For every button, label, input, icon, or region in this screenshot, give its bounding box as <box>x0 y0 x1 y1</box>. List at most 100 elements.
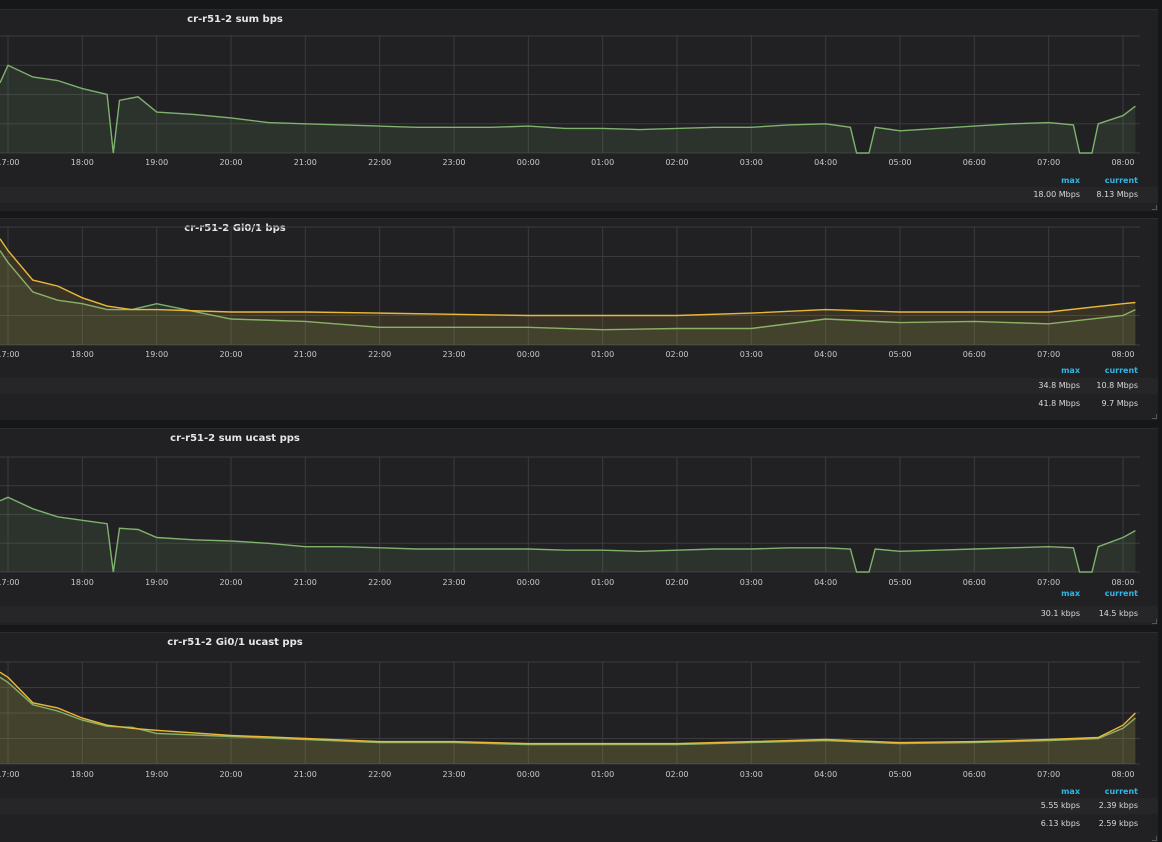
graph-area[interactable]: 17:00 18:00 19:00 20:00 21:00 22:00 23:00 00:00… <box>0 429 1158 594</box>
x-tick-label: 04:00 <box>814 350 837 359</box>
x-tick-label: 19:00 <box>145 158 168 167</box>
legend-max-value: 41.8 Mbps <box>1038 399 1080 408</box>
x-tick-label: 17:00 <box>0 770 20 779</box>
x-tick-label: 06:00 <box>963 770 986 779</box>
panel-gi01-bps: cr-r51-2 Gi0/1 bps 17:00 18:00 19:00 20:00 2… <box>0 218 1158 420</box>
x-tick-label: 05:00 <box>888 158 911 167</box>
x-tick-label: 22:00 <box>368 578 391 587</box>
legend-current-value: 9.7 Mbps <box>1101 399 1139 408</box>
legend-row[interactable]: 18.00 Mbps 8.13 Mbps <box>0 187 1158 203</box>
x-tick-label: 17:00 <box>0 158 20 167</box>
resize-handle-icon[interactable] <box>1152 205 1157 210</box>
x-tick-label: 18:00 <box>71 770 94 779</box>
series-line-yellow[interactable] <box>0 671 1136 745</box>
legend-header-max[interactable]: max <box>1061 589 1080 598</box>
series-line-green[interactable] <box>0 676 1136 746</box>
x-tick-label: 23:00 <box>442 350 465 359</box>
x-tick-label: 22:00 <box>368 770 391 779</box>
x-tick-label: 08:00 <box>1111 578 1134 587</box>
graph-area[interactable]: 17:00 18:00 19:00 20:00 21:00 22:00 23:00 00:00… <box>0 219 1158 369</box>
legend-current-value: 10.8 Mbps <box>1096 381 1138 390</box>
legend-header-max[interactable]: max <box>1061 787 1080 796</box>
legend-max-value: 30.1 kbps <box>1040 609 1080 618</box>
x-tick-label: 04:00 <box>814 578 837 587</box>
x-tick-label: 22:00 <box>368 158 391 167</box>
series-line-green[interactable] <box>0 250 1136 331</box>
x-tick-label: 23:00 <box>442 158 465 167</box>
x-tick-label: 01:00 <box>591 578 614 587</box>
panel-gi01-ucast-pps: cr-r51-2 Gi0/1 ucast pps 17:00 18:00 19:00… <box>0 632 1158 842</box>
x-tick-label: 03:00 <box>740 578 763 587</box>
legend-header-max[interactable]: max <box>1061 366 1080 375</box>
legend-current-value: 8.13 Mbps <box>1096 190 1138 199</box>
series-area-green <box>0 65 1136 153</box>
legend-header: max current <box>0 785 1158 799</box>
top-strip <box>0 0 1162 9</box>
legend-row[interactable]: 34.8 Mbps 10.8 Mbps <box>0 378 1158 394</box>
graph-area[interactable]: 17:00 18:00 19:00 20:00 21:00 22:00 23:00 00:00… <box>0 10 1158 180</box>
panel-title[interactable]: cr-r51-2 sum bps <box>187 14 283 25</box>
x-tick-label: 18:00 <box>71 578 94 587</box>
x-tick-label: 21:00 <box>294 158 317 167</box>
series-line-green[interactable] <box>0 64 1136 154</box>
x-tick-label: 20:00 <box>219 158 242 167</box>
panel-sum-bps: cr-r51-2 sum bps 17:00 18:00 19:00 20:00 21:… <box>0 9 1158 211</box>
x-tick-label: 00:00 <box>517 770 540 779</box>
x-tick-label: 19:00 <box>145 578 168 587</box>
legend-header: max current <box>0 174 1158 188</box>
legend-max-value: 34.8 Mbps <box>1038 381 1080 390</box>
x-tick-label: 01:00 <box>591 350 614 359</box>
x-tick-label: 02:00 <box>665 158 688 167</box>
x-tick-label: 04:00 <box>814 770 837 779</box>
resize-handle-icon[interactable] <box>1152 414 1157 419</box>
x-tick-label: 21:00 <box>294 770 317 779</box>
x-tick-label: 23:00 <box>442 578 465 587</box>
x-tick-label: 23:00 <box>442 770 465 779</box>
x-tick-label: 00:00 <box>517 350 540 359</box>
legend-row[interactable]: 41.8 Mbps 9.7 Mbps <box>0 396 1158 412</box>
x-tick-label: 01:00 <box>591 770 614 779</box>
legend-header-current[interactable]: current <box>1104 176 1138 185</box>
x-tick-label: 02:00 <box>665 770 688 779</box>
x-tick-label: 05:00 <box>888 578 911 587</box>
legend-current-value: 2.59 kbps <box>1098 819 1138 828</box>
series-area-green <box>0 677 1136 764</box>
resize-handle-icon[interactable] <box>1152 619 1157 624</box>
x-tick-label: 06:00 <box>963 350 986 359</box>
series-line-green[interactable] <box>0 496 1136 573</box>
x-tick-label: 01:00 <box>591 158 614 167</box>
series-area-yellow <box>0 672 1136 764</box>
x-tick-label: 08:00 <box>1111 158 1134 167</box>
graph-area[interactable]: 17:00 18:00 19:00 20:00 21:00 22:00 23:00 00:00… <box>0 633 1158 783</box>
panel-title[interactable]: cr-r51-2 Gi0/1 bps <box>184 223 286 234</box>
resize-handle-icon[interactable] <box>1152 836 1157 841</box>
x-tick-label: 21:00 <box>294 350 317 359</box>
panel-title[interactable]: cr-r51-2 sum ucast pps <box>170 433 300 444</box>
x-tick-label: 17:00 <box>0 578 20 587</box>
x-tick-label: 19:00 <box>145 770 168 779</box>
x-tick-label: 20:00 <box>219 350 242 359</box>
legend-max-value: 18.00 Mbps <box>1033 190 1080 199</box>
x-tick-label: 03:00 <box>740 350 763 359</box>
series-area-yellow <box>0 238 1136 345</box>
x-tick-label: 06:00 <box>963 578 986 587</box>
x-tick-label: 00:00 <box>517 578 540 587</box>
series-line-yellow[interactable] <box>0 238 1136 317</box>
legend-header-current[interactable]: current <box>1104 787 1138 796</box>
series-area-green <box>0 497 1136 572</box>
x-tick-label: 17:00 <box>0 350 20 359</box>
legend-row[interactable]: 5.55 kbps 2.39 kbps <box>0 798 1158 814</box>
panel-title[interactable]: cr-r51-2 Gi0/1 ucast pps <box>167 637 303 648</box>
legend-header: max current <box>0 587 1158 601</box>
legend-row[interactable]: 6.13 kbps 2.59 kbps <box>0 816 1158 832</box>
x-tick-label: 19:00 <box>145 350 168 359</box>
legend-header-current[interactable]: current <box>1104 366 1138 375</box>
panel-sum-ucast-pps: cr-r51-2 sum ucast pps 17:00 18:00 19:00 20… <box>0 428 1158 625</box>
x-tick-label: 08:00 <box>1111 350 1134 359</box>
legend-header-max[interactable]: max <box>1061 176 1080 185</box>
x-tick-label: 07:00 <box>1037 158 1060 167</box>
x-tick-label: 00:00 <box>517 158 540 167</box>
x-tick-label: 21:00 <box>294 578 317 587</box>
legend-row[interactable]: 30.1 kbps 14.5 kbps <box>0 606 1158 622</box>
legend-header-current[interactable]: current <box>1104 589 1138 598</box>
